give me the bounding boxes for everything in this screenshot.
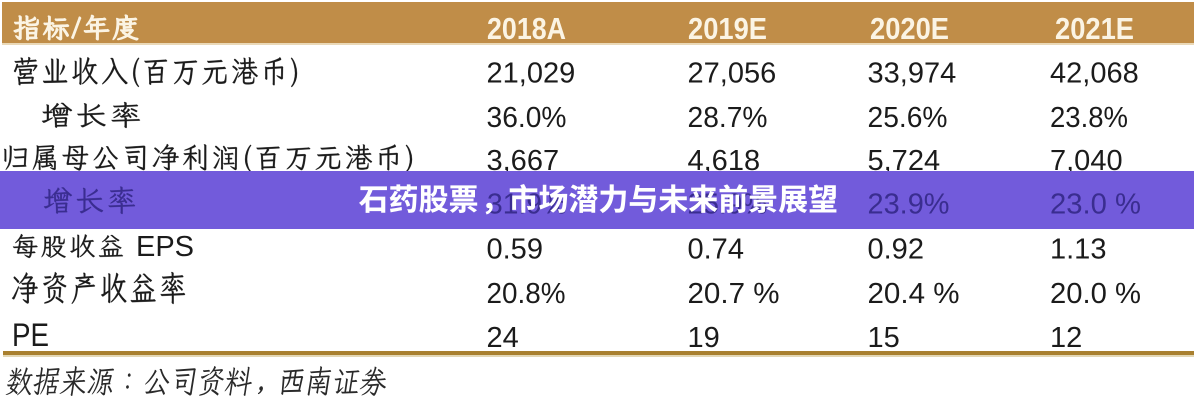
svg-text:25.6%: 25.6% [868,102,948,134]
svg-text:20.8%: 20.8% [487,278,566,310]
svg-text:12: 12 [1050,322,1082,354]
svg-text:2020E: 2020E [870,12,949,46]
svg-text:42,068: 42,068 [1050,58,1139,90]
svg-text:0.74: 0.74 [688,234,744,266]
svg-text:0.59: 0.59 [487,234,543,266]
svg-text:20.0 %: 20.0 % [1050,278,1141,310]
svg-text:2019E: 2019E [688,12,767,46]
svg-text:15: 15 [868,322,900,354]
svg-text:27,056: 27,056 [688,58,777,90]
svg-text:20.7 %: 20.7 % [688,278,780,310]
svg-text:33,974: 33,974 [868,58,957,90]
svg-text:24: 24 [487,322,519,354]
svg-text:EPS: EPS [136,231,194,263]
svg-text:19: 19 [688,322,720,354]
svg-text:20.4 %: 20.4 % [868,278,960,310]
svg-text:2021E: 2021E [1055,12,1134,46]
svg-text:1.13: 1.13 [1050,234,1106,266]
svg-text:0.92: 0.92 [868,234,924,266]
svg-text:28.7%: 28.7% [688,102,768,134]
svg-text:23.8%: 23.8% [1050,102,1128,134]
svg-text:21,029: 21,029 [487,58,576,90]
svg-text:23.0 %: 23.0 % [1050,189,1141,221]
svg-text:PE: PE [12,317,49,353]
svg-text:23.9%: 23.9% [868,189,950,221]
svg-text:2018A: 2018A [487,12,566,46]
svg-text:36.0%: 36.0% [487,102,567,134]
